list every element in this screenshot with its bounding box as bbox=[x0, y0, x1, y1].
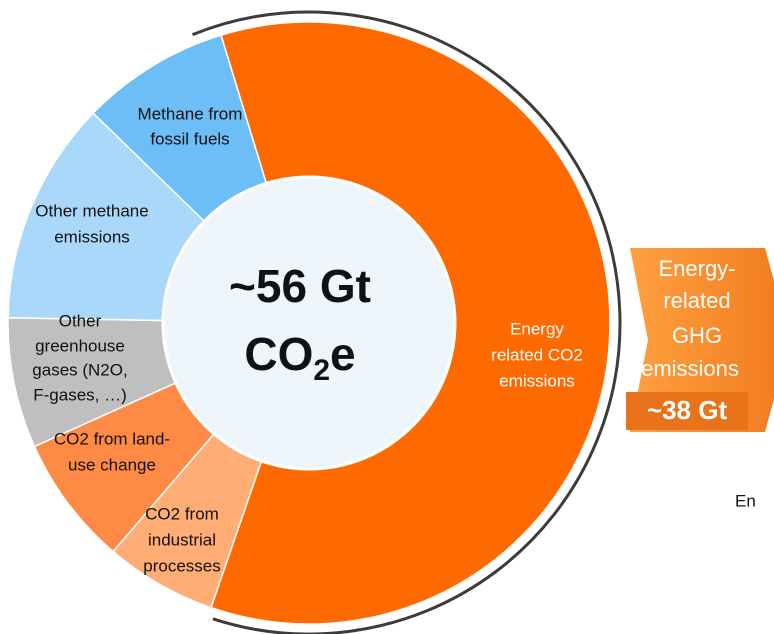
slice-label: Other bbox=[59, 311, 102, 330]
slice-label: emissions bbox=[499, 371, 575, 390]
slice-label: Methane from bbox=[138, 104, 243, 123]
callout-line: GHG bbox=[672, 323, 722, 348]
callout-line: emissions bbox=[641, 356, 739, 381]
slice-label: emissions bbox=[54, 227, 130, 246]
outer-bracket-arc bbox=[191, 10, 622, 634]
callout-arrow bbox=[630, 248, 774, 432]
slice-label: CO2 from bbox=[145, 504, 219, 523]
callout-total-box bbox=[626, 392, 748, 430]
slice-label: industrial bbox=[148, 530, 216, 549]
center-circle bbox=[161, 175, 457, 471]
unit-part: CO bbox=[244, 328, 313, 380]
callout-line: related bbox=[663, 288, 730, 313]
unit-part: e bbox=[330, 328, 356, 380]
slice-label: F-gases, …) bbox=[33, 385, 127, 404]
slice-label: CO2 from land- bbox=[54, 429, 170, 448]
center-unit: CO2e bbox=[244, 328, 355, 387]
unit-subscript: 2 bbox=[313, 354, 330, 387]
slice-label: fossil fuels bbox=[150, 129, 229, 148]
callout-line: Energy- bbox=[658, 256, 735, 281]
slice-label: processes bbox=[143, 556, 220, 575]
slice-label: Other methane bbox=[35, 201, 148, 220]
cut-text: En bbox=[735, 491, 756, 510]
slice-label: gases (N2O, bbox=[32, 360, 127, 379]
callout-total: ~38 Gt bbox=[647, 395, 728, 425]
slice-label: related CO2 bbox=[491, 345, 583, 364]
slice-label: Energy bbox=[510, 319, 564, 338]
slice-label: use change bbox=[68, 455, 156, 474]
slice-label: greenhouse bbox=[35, 336, 125, 355]
center-total: ~56 Gt bbox=[229, 260, 371, 312]
